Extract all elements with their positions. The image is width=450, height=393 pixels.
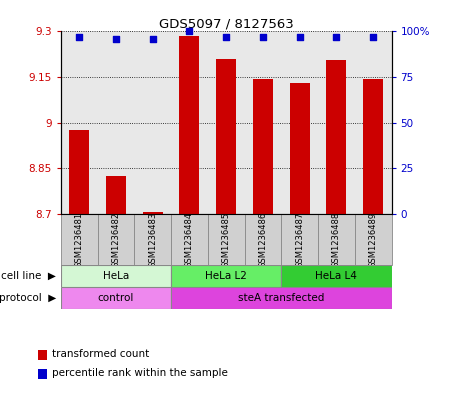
Bar: [38, 369, 47, 379]
Text: protocol  ▶: protocol ▶: [0, 293, 56, 303]
Point: [222, 34, 230, 40]
Bar: [326, 61, 346, 214]
Bar: [69, 130, 89, 214]
Bar: [171, 265, 281, 287]
Text: GSM1236487: GSM1236487: [295, 211, 304, 268]
Point: [333, 34, 340, 40]
Text: HeLa L2: HeLa L2: [205, 271, 247, 281]
Bar: [289, 83, 310, 214]
Bar: [143, 212, 163, 214]
Bar: [98, 214, 134, 265]
Bar: [171, 287, 392, 309]
Point: [186, 28, 193, 35]
Text: GSM1236484: GSM1236484: [185, 212, 194, 268]
Point: [259, 34, 266, 40]
Bar: [253, 79, 273, 214]
Text: cell line  ▶: cell line ▶: [1, 271, 56, 281]
Bar: [171, 214, 208, 265]
Bar: [179, 36, 199, 214]
Point: [76, 34, 83, 40]
Text: percentile rank within the sample: percentile rank within the sample: [52, 368, 228, 378]
Text: GSM1236485: GSM1236485: [221, 212, 230, 268]
Text: GSM1236481: GSM1236481: [75, 212, 84, 268]
Bar: [208, 214, 244, 265]
Bar: [216, 59, 236, 214]
Bar: [61, 214, 98, 265]
Title: GDS5097 / 8127563: GDS5097 / 8127563: [159, 17, 293, 30]
Text: GSM1236489: GSM1236489: [369, 212, 378, 268]
Bar: [363, 79, 383, 214]
Point: [112, 36, 120, 42]
Text: GSM1236482: GSM1236482: [112, 212, 121, 268]
Bar: [355, 214, 392, 265]
Bar: [106, 176, 126, 214]
Bar: [281, 265, 392, 287]
Text: GSM1236486: GSM1236486: [258, 211, 267, 268]
Bar: [281, 214, 318, 265]
Bar: [61, 265, 171, 287]
Bar: [61, 287, 171, 309]
Bar: [134, 214, 171, 265]
Text: transformed count: transformed count: [52, 349, 150, 359]
Bar: [244, 214, 281, 265]
Text: HeLa L4: HeLa L4: [315, 271, 357, 281]
Point: [149, 36, 156, 42]
Text: control: control: [98, 293, 134, 303]
Point: [369, 34, 377, 40]
Text: GSM1236488: GSM1236488: [332, 211, 341, 268]
Bar: [38, 350, 47, 360]
Bar: [318, 214, 355, 265]
Text: HeLa: HeLa: [103, 271, 129, 281]
Point: [296, 34, 303, 40]
Text: GSM1236483: GSM1236483: [148, 211, 157, 268]
Text: steA transfected: steA transfected: [238, 293, 324, 303]
